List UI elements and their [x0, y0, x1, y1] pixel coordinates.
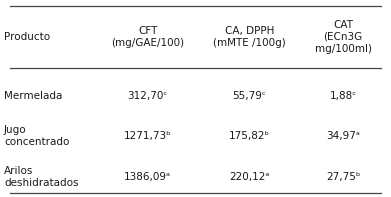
Text: CAT
(ECn3G
mg/100ml): CAT (ECn3G mg/100ml): [315, 20, 371, 54]
Text: Jugo
concentrado: Jugo concentrado: [4, 125, 69, 147]
Text: 27,75ᵇ: 27,75ᵇ: [326, 172, 360, 182]
Text: 175,82ᵇ: 175,82ᵇ: [229, 131, 270, 141]
Text: CA, DPPH
(mMTE /100g): CA, DPPH (mMTE /100g): [213, 26, 286, 48]
Text: Producto: Producto: [4, 32, 50, 42]
Text: 1271,73ᵇ: 1271,73ᵇ: [124, 131, 171, 141]
Text: 220,12ᵃ: 220,12ᵃ: [229, 172, 269, 182]
Text: 34,97ᵃ: 34,97ᵃ: [326, 131, 360, 141]
Text: CFT
(mg/GAE/100): CFT (mg/GAE/100): [111, 26, 184, 48]
Text: 55,79ᶜ: 55,79ᶜ: [232, 91, 266, 100]
Text: 1,88ᶜ: 1,88ᶜ: [330, 91, 357, 100]
Text: Arilos
deshidratados: Arilos deshidratados: [4, 166, 79, 188]
Text: 1386,09ᵃ: 1386,09ᵃ: [124, 172, 171, 182]
Text: Mermelada: Mermelada: [4, 91, 62, 100]
Text: 312,70ᶜ: 312,70ᶜ: [127, 91, 168, 100]
